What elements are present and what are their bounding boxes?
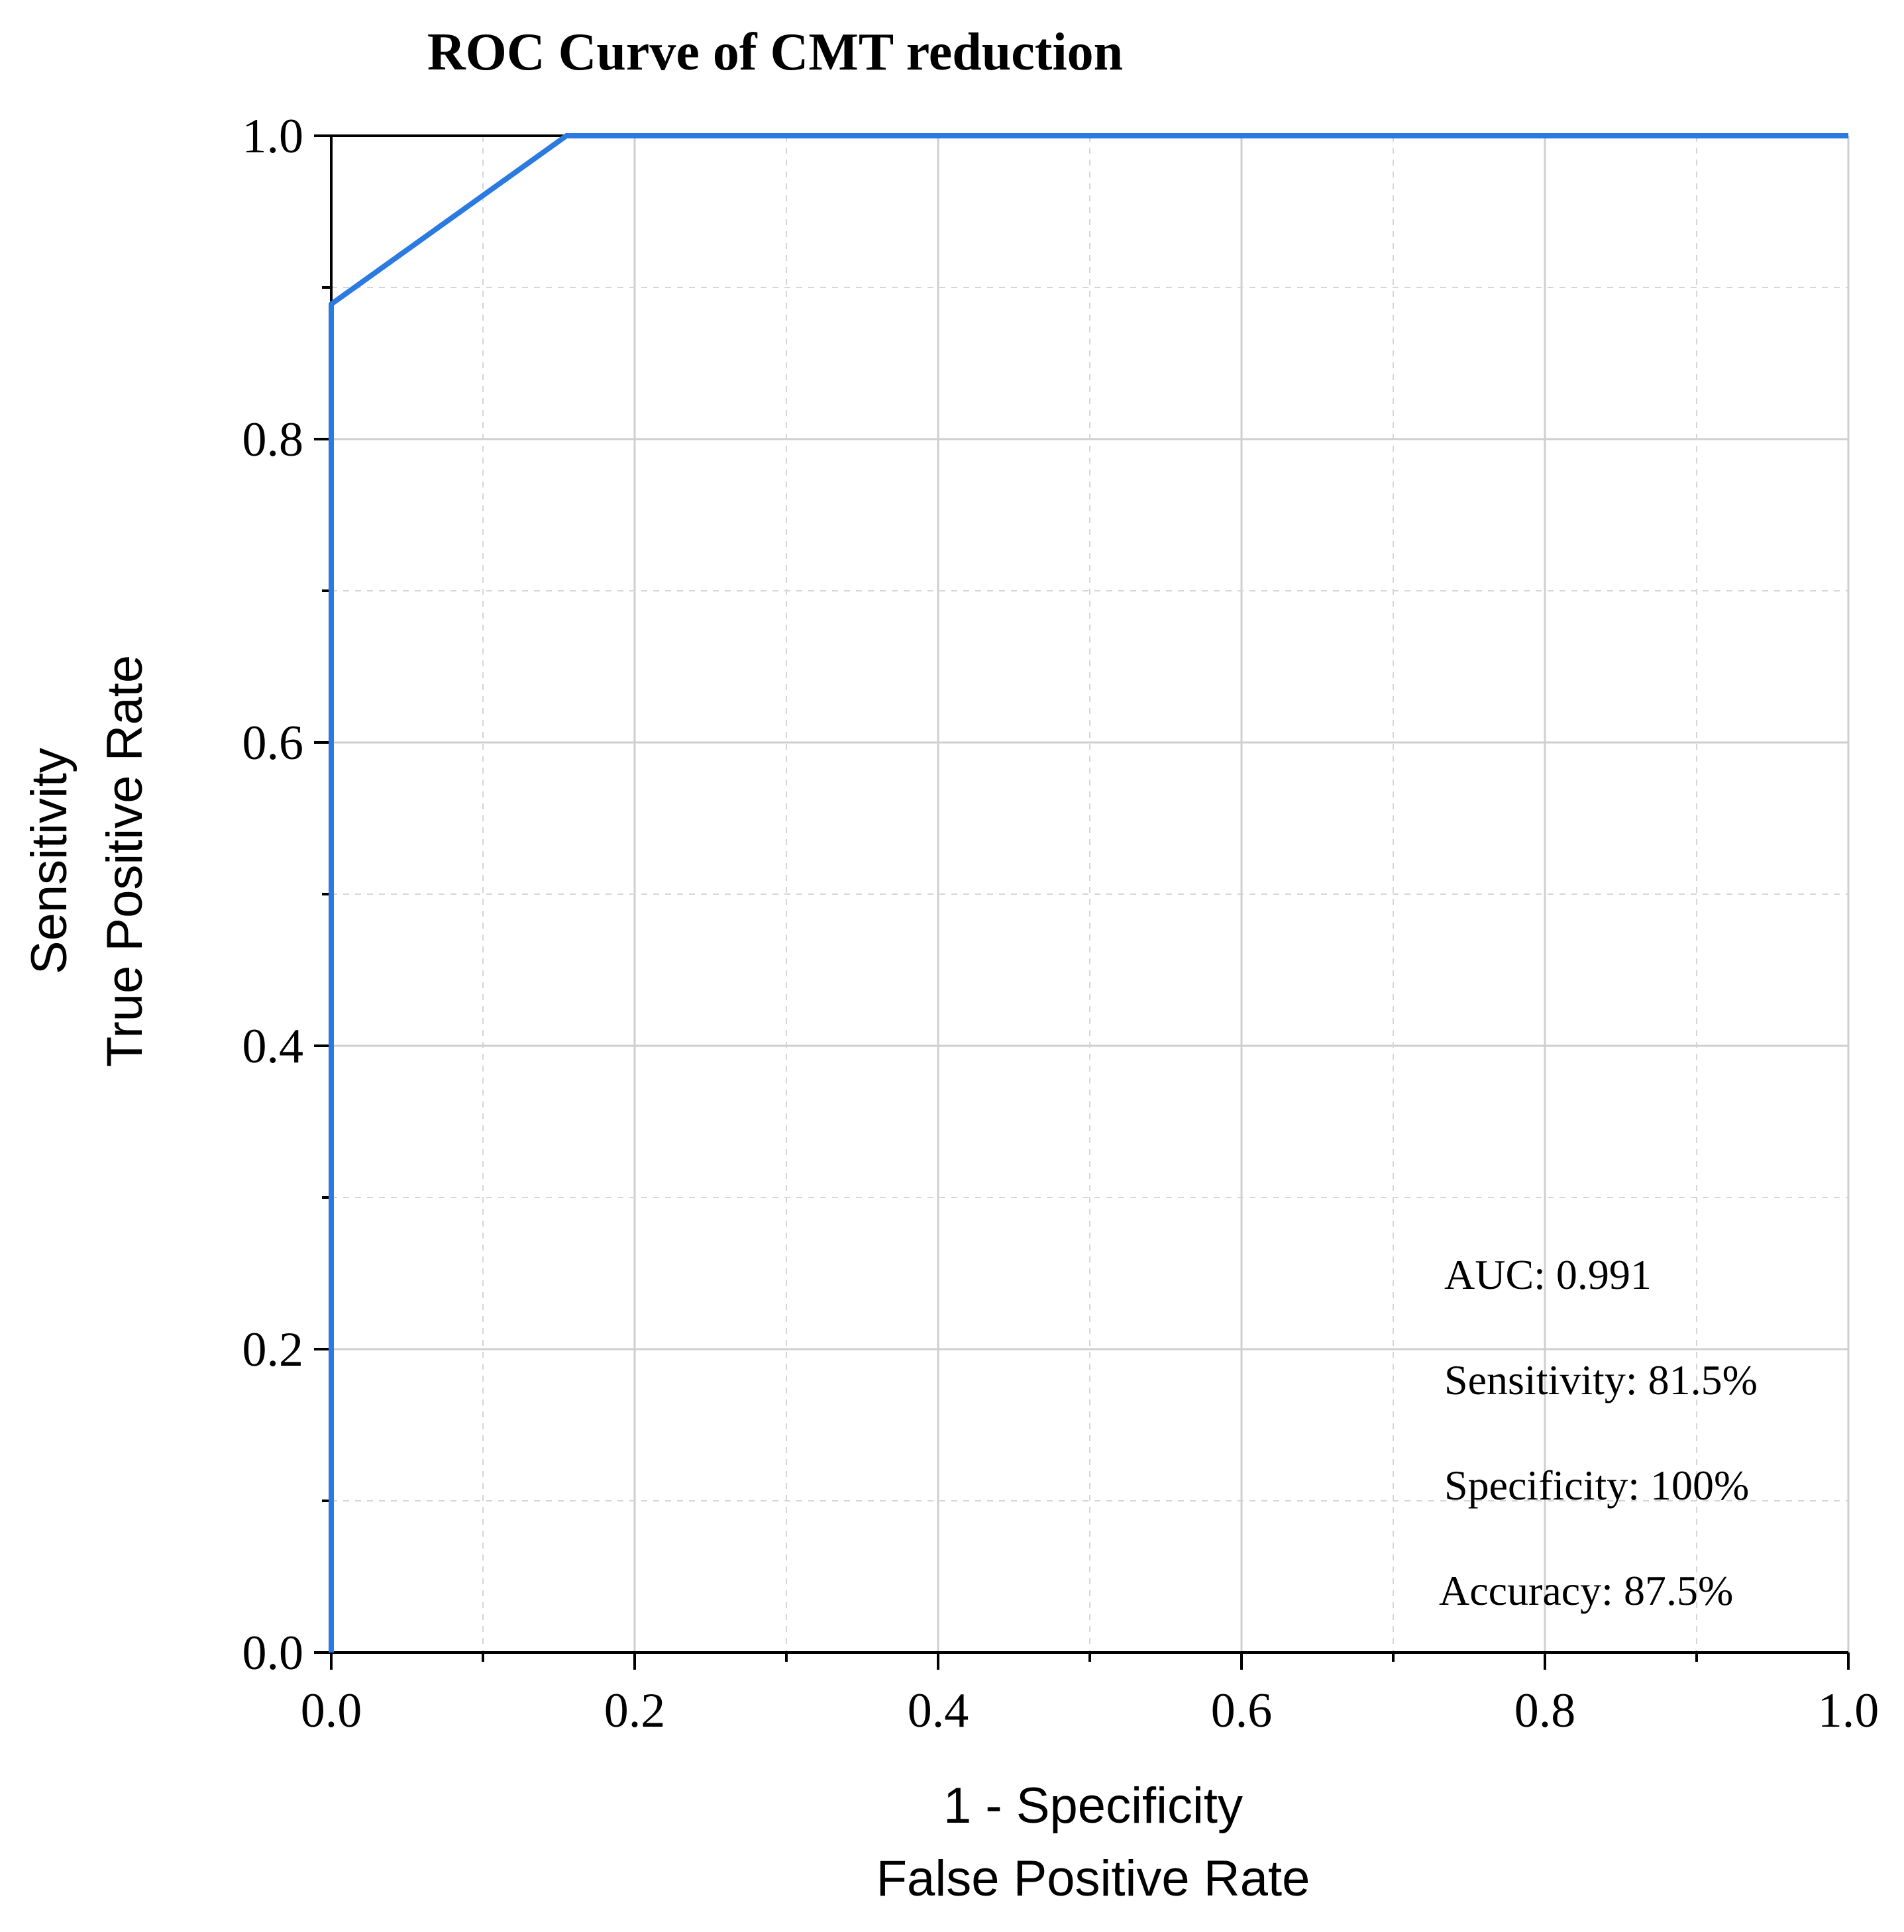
y-axis-label-line2: True Positive Rate: [97, 655, 153, 1067]
x-tick-label: 0.6: [1211, 1684, 1273, 1738]
x-tick-label: 0.8: [1514, 1684, 1576, 1738]
chart-title: ROC Curve of CMT reduction: [427, 23, 1123, 81]
y-axis-label-line1: Sensitivity: [21, 748, 78, 974]
x-tick-label: 1.0: [1818, 1684, 1879, 1738]
specificity-annotation: Specificity: 100%: [1444, 1462, 1749, 1509]
y-tick-label: 1.0: [242, 109, 304, 164]
x-tick-label: 0.2: [604, 1684, 666, 1738]
y-tick-label: 0.0: [242, 1626, 304, 1680]
x-axis-label-line2: False Positive Rate: [876, 1851, 1310, 1907]
y-tick-label: 0.8: [242, 413, 304, 467]
sensitivity-annotation: Sensitivity: 81.5%: [1444, 1356, 1758, 1403]
y-tick-label: 0.6: [242, 716, 304, 770]
auc-annotation: AUC: 0.991: [1444, 1251, 1652, 1298]
series: [329, 133, 1848, 1652]
x-tick-label: 0.4: [908, 1684, 969, 1738]
grid: [331, 136, 1850, 1652]
axes: [314, 134, 1850, 1670]
roc-curve-line: [329, 133, 1848, 1652]
x-axis-label-line1: 1 - Specificity: [943, 1778, 1243, 1834]
y-tick-label: 0.4: [242, 1019, 304, 1074]
y-tick-label: 0.2: [242, 1323, 304, 1377]
tick-labels: 0.0 0.2 0.4 0.6 0.8 1.0 0.0 0.2 0.4 0.6 0.8 1.0: [242, 109, 1879, 1738]
accuracy-annotation: Accuracy: 87.5%: [1439, 1567, 1733, 1614]
x-tick-label: 0.0: [301, 1684, 362, 1738]
